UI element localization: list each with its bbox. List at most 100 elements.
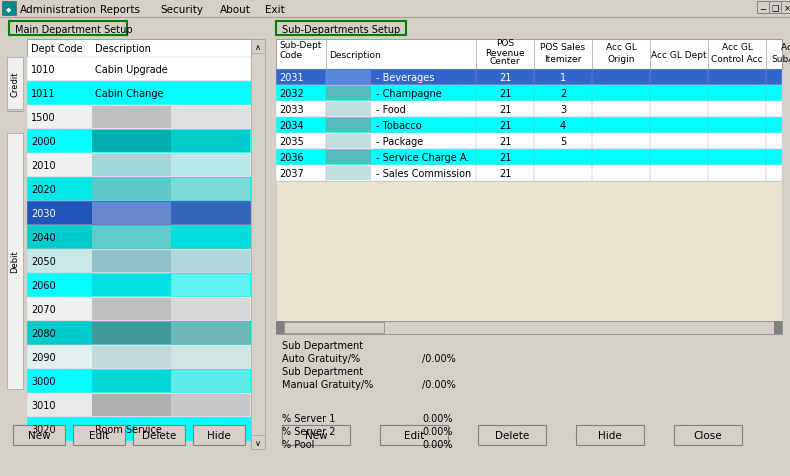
Text: Description: Description xyxy=(329,50,381,60)
Bar xyxy=(92,394,171,416)
Bar xyxy=(171,155,250,177)
Bar xyxy=(171,131,250,153)
Bar xyxy=(7,58,23,110)
Bar xyxy=(92,322,171,344)
Text: 2030: 2030 xyxy=(31,208,55,218)
Bar xyxy=(27,298,251,321)
Bar xyxy=(92,227,171,248)
Text: Cabin Change: Cabin Change xyxy=(95,89,164,99)
Bar xyxy=(27,417,251,441)
Bar xyxy=(276,321,782,334)
Text: 1: 1 xyxy=(560,73,566,83)
Text: 2050: 2050 xyxy=(31,257,56,267)
Text: Administration: Administration xyxy=(20,5,97,15)
Bar xyxy=(0,0,790,18)
Bar xyxy=(272,20,786,451)
Text: 0.00%: 0.00% xyxy=(422,439,453,449)
Text: Acc GL: Acc GL xyxy=(781,43,790,52)
Bar xyxy=(781,2,790,14)
Bar xyxy=(326,135,371,149)
Bar xyxy=(251,435,265,449)
Text: Code: Code xyxy=(279,51,302,60)
Text: 21: 21 xyxy=(498,89,511,99)
Text: About: About xyxy=(220,5,251,15)
Bar xyxy=(326,119,371,133)
Bar xyxy=(774,321,782,334)
Text: 3000: 3000 xyxy=(31,376,55,386)
Text: New: New xyxy=(28,430,51,440)
Bar xyxy=(326,167,371,180)
Text: 3: 3 xyxy=(560,105,566,115)
Bar xyxy=(576,425,644,445)
Text: 2090: 2090 xyxy=(31,352,55,362)
Text: 2020: 2020 xyxy=(31,185,56,195)
Text: 2080: 2080 xyxy=(31,328,55,338)
Text: 2033: 2033 xyxy=(279,105,303,115)
Bar xyxy=(27,249,251,273)
Bar xyxy=(27,369,251,393)
Text: Delete: Delete xyxy=(495,430,529,440)
Bar xyxy=(276,102,782,118)
Bar xyxy=(193,425,245,445)
Text: Description: Description xyxy=(95,44,151,54)
Text: POS Sales: POS Sales xyxy=(540,43,585,52)
Text: - Tobacco: - Tobacco xyxy=(376,121,422,131)
Text: ◆: ◆ xyxy=(6,7,12,13)
Bar xyxy=(27,82,251,106)
Bar xyxy=(2,2,16,16)
Text: Acc GL: Acc GL xyxy=(606,43,637,52)
Text: Acc GL Dept: Acc GL Dept xyxy=(651,50,707,60)
Bar xyxy=(326,87,371,101)
Text: Revenue: Revenue xyxy=(485,49,525,58)
Text: - Service Charge A.: - Service Charge A. xyxy=(376,153,469,163)
Text: Main Department Setup: Main Department Setup xyxy=(15,25,133,35)
Text: 5: 5 xyxy=(560,137,566,147)
Text: Acc GL: Acc GL xyxy=(721,43,752,52)
Bar xyxy=(276,321,284,334)
Bar xyxy=(7,134,23,389)
Bar xyxy=(92,370,171,392)
Bar xyxy=(92,155,171,177)
Bar xyxy=(92,203,171,225)
Text: Reports: Reports xyxy=(100,5,140,15)
Text: Hide: Hide xyxy=(598,430,622,440)
Bar xyxy=(27,130,251,154)
Bar xyxy=(282,425,350,445)
Bar xyxy=(92,178,171,200)
Bar xyxy=(284,322,384,333)
Bar xyxy=(171,394,250,416)
Bar xyxy=(92,131,171,153)
Bar xyxy=(27,273,251,298)
Bar xyxy=(171,203,250,225)
Text: 2000: 2000 xyxy=(31,137,55,147)
Bar xyxy=(73,425,125,445)
Bar xyxy=(171,346,250,368)
Text: Manual Gratuity/%: Manual Gratuity/% xyxy=(282,379,373,389)
Bar xyxy=(757,2,769,14)
Bar xyxy=(92,298,171,320)
Text: Close: Close xyxy=(694,430,722,440)
Bar xyxy=(92,346,171,368)
Bar xyxy=(27,226,251,249)
Text: Dept Code: Dept Code xyxy=(31,44,83,54)
Text: 21: 21 xyxy=(498,121,511,131)
Text: % Pool: % Pool xyxy=(282,439,314,449)
Bar xyxy=(326,71,371,85)
Bar xyxy=(171,275,250,297)
Text: Sub Department: Sub Department xyxy=(282,340,363,350)
Text: Debit: Debit xyxy=(10,250,20,273)
Text: 2070: 2070 xyxy=(31,304,56,314)
Text: 2037: 2037 xyxy=(279,169,303,178)
Bar xyxy=(769,2,781,14)
Text: Edit: Edit xyxy=(88,430,109,440)
Text: - Beverages: - Beverages xyxy=(376,73,434,83)
Bar xyxy=(171,370,250,392)
Bar xyxy=(27,106,251,130)
Text: 21: 21 xyxy=(498,137,511,147)
Bar xyxy=(27,154,251,178)
Bar xyxy=(326,103,371,117)
Text: Edit: Edit xyxy=(404,430,424,440)
Bar xyxy=(27,393,251,417)
Text: 2034: 2034 xyxy=(279,121,303,131)
Text: - Sales Commission: - Sales Commission xyxy=(376,169,472,178)
